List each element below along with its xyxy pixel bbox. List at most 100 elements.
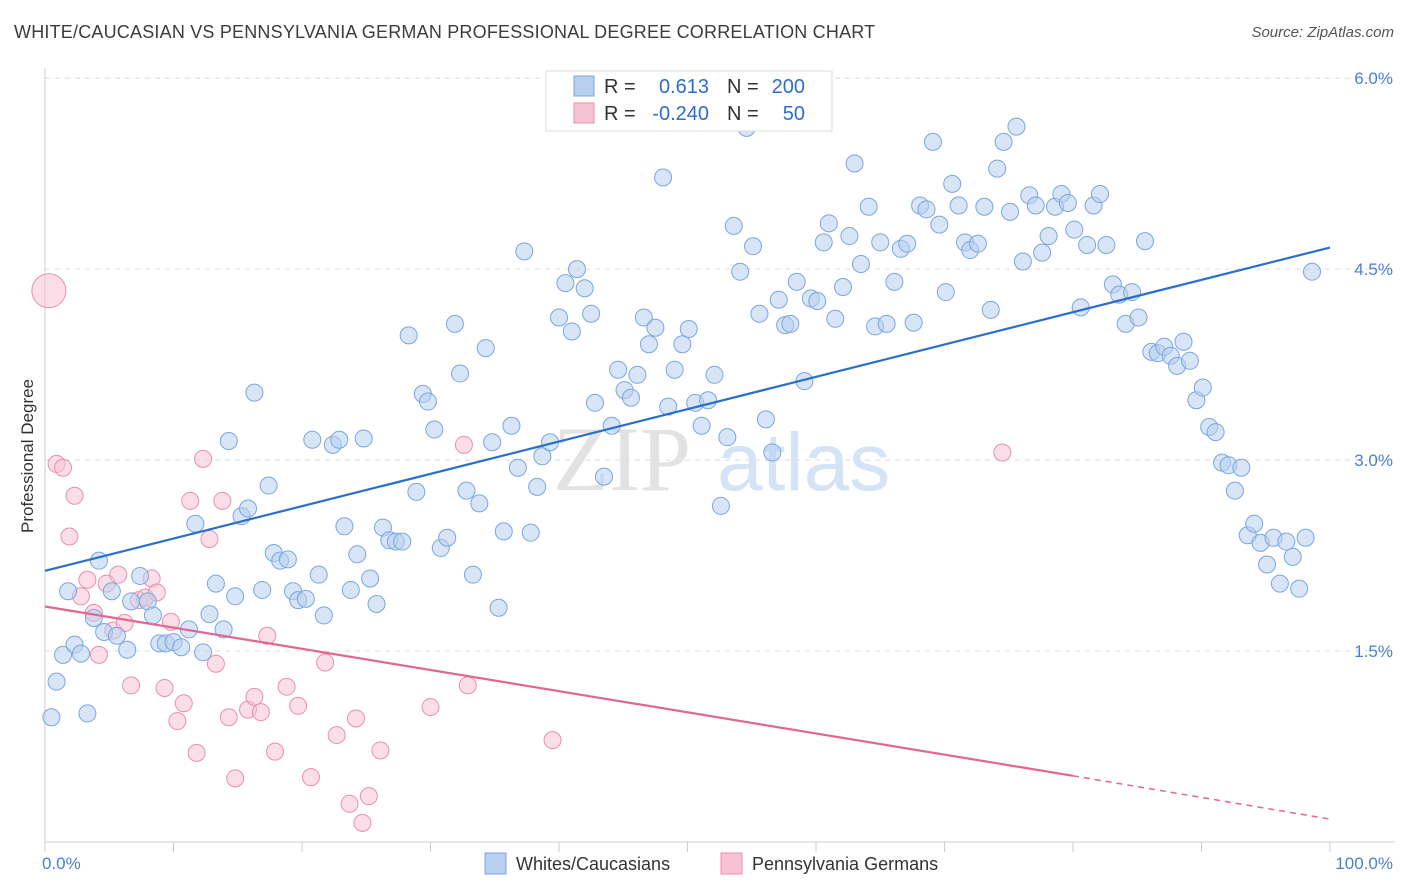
blue-point-123 xyxy=(840,227,859,246)
blue-point-23 xyxy=(194,643,213,662)
pink-point-42 xyxy=(353,813,372,832)
blue-point-145 xyxy=(981,300,1000,319)
bottom-legend: Whites/Caucasians Pennsylvania Germans xyxy=(484,852,938,875)
blue-point-178 xyxy=(1193,378,1212,397)
series-pennsylvania-germans xyxy=(31,273,1012,832)
blue-point-33 xyxy=(259,476,278,495)
blue-point-175 xyxy=(1174,332,1193,351)
pink-point-21 xyxy=(174,694,193,713)
pink-point-8 xyxy=(89,645,108,664)
trendline-whites xyxy=(44,246,1331,572)
blue-point-1 xyxy=(47,672,66,691)
blue-point-139 xyxy=(943,174,962,193)
pink-point-33 xyxy=(258,626,277,645)
blue-point-94 xyxy=(654,168,673,187)
blue-point-31 xyxy=(245,383,264,402)
blue-point-36 xyxy=(278,550,297,569)
blue-point-97 xyxy=(673,335,692,354)
blue-point-100 xyxy=(692,416,711,435)
y-tick-label-0: 1.5% xyxy=(1354,642,1393,661)
blue-point-111 xyxy=(763,443,782,462)
blue-point-84 xyxy=(585,393,604,412)
blue-point-73 xyxy=(515,242,534,261)
blue-point-82 xyxy=(575,279,594,298)
blue-point-153 xyxy=(1033,243,1052,262)
pink-point-23 xyxy=(187,743,206,762)
blue-point-180 xyxy=(1206,423,1225,442)
blue-point-159 xyxy=(1071,298,1090,317)
stats-legend-swatch-pink xyxy=(573,102,595,124)
blue-point-163 xyxy=(1097,235,1116,254)
blue-point-32 xyxy=(253,580,272,599)
pink-point-6 xyxy=(78,570,97,589)
blue-point-11 xyxy=(107,626,126,645)
blue-point-125 xyxy=(851,255,870,274)
pink-point-46 xyxy=(454,435,473,454)
pink-point-47 xyxy=(458,676,477,695)
blue-point-41 xyxy=(309,565,328,584)
blue-point-30 xyxy=(239,499,258,518)
legend-label-whites: Whites/Caucasians xyxy=(516,854,670,874)
blue-point-184 xyxy=(1232,458,1251,477)
blue-point-119 xyxy=(814,233,833,252)
trendline-pennsylvania-germans xyxy=(44,605,1074,777)
blue-point-40 xyxy=(303,430,322,449)
blue-point-176 xyxy=(1180,351,1199,370)
blue-point-66 xyxy=(470,494,489,513)
x-tick-label-1: 100.0% xyxy=(1335,854,1393,873)
blue-point-108 xyxy=(744,237,763,256)
blue-point-144 xyxy=(975,197,994,216)
x-tick-label-0: 0.0% xyxy=(42,854,81,873)
blue-point-162 xyxy=(1090,185,1109,204)
y-tick-label-2: 4.5% xyxy=(1354,260,1393,279)
blue-point-26 xyxy=(214,620,233,639)
blue-point-85 xyxy=(594,467,613,486)
legend-swatch-pennsylvania-germans xyxy=(720,852,743,875)
blue-point-80 xyxy=(562,322,581,341)
stats-r-label-pink: R = xyxy=(604,103,636,125)
blue-point-3 xyxy=(59,582,78,601)
blue-point-193 xyxy=(1290,579,1309,598)
blue-point-55 xyxy=(399,326,418,345)
blue-point-93 xyxy=(646,318,665,337)
blue-point-140 xyxy=(949,196,968,215)
blue-point-69 xyxy=(489,598,508,617)
blue-point-0 xyxy=(42,708,61,727)
blue-point-59 xyxy=(425,420,444,439)
stats-legend-swatch-blue xyxy=(573,75,595,97)
legend-swatch-whites xyxy=(484,852,507,875)
blue-point-109 xyxy=(750,304,769,323)
legend-label-pennsylvania-germans: Pennsylvania Germans xyxy=(752,854,938,874)
blue-point-65 xyxy=(463,565,482,584)
pink-point-48 xyxy=(543,731,562,750)
blue-point-28 xyxy=(226,587,245,606)
blue-point-157 xyxy=(1058,193,1077,212)
blue-point-6 xyxy=(78,704,97,723)
trendlines xyxy=(44,246,1331,820)
pink-point-24 xyxy=(194,449,213,468)
blue-point-103 xyxy=(711,496,730,515)
pink-point-27 xyxy=(213,491,232,510)
blue-point-68 xyxy=(483,433,502,452)
blue-point-13 xyxy=(122,592,141,611)
pink-point-34 xyxy=(266,742,285,761)
blue-point-186 xyxy=(1245,514,1264,533)
blue-point-54 xyxy=(393,532,412,551)
pink-point-45 xyxy=(421,698,440,717)
blue-point-75 xyxy=(528,477,547,496)
y-axis-label: Professional Degree xyxy=(18,379,37,533)
tick-labels: 1.5% 3.0% 4.5% 6.0% 0.0% 100.0% xyxy=(42,69,1393,873)
blue-point-16 xyxy=(143,606,162,625)
blue-point-47 xyxy=(348,545,367,564)
blue-point-49 xyxy=(361,569,380,588)
stats-n-value-pink: 50 xyxy=(783,103,805,125)
pink-point-18 xyxy=(155,678,174,697)
stats-n-label-pink: N = xyxy=(727,103,759,125)
blue-point-96 xyxy=(665,360,684,379)
blue-point-121 xyxy=(826,309,845,328)
gridlines xyxy=(45,77,1395,652)
watermark-atlas: atlas xyxy=(717,417,890,508)
watermark-zip: ZIP xyxy=(553,408,691,510)
blue-point-27 xyxy=(219,432,238,451)
blue-point-10 xyxy=(102,582,121,601)
